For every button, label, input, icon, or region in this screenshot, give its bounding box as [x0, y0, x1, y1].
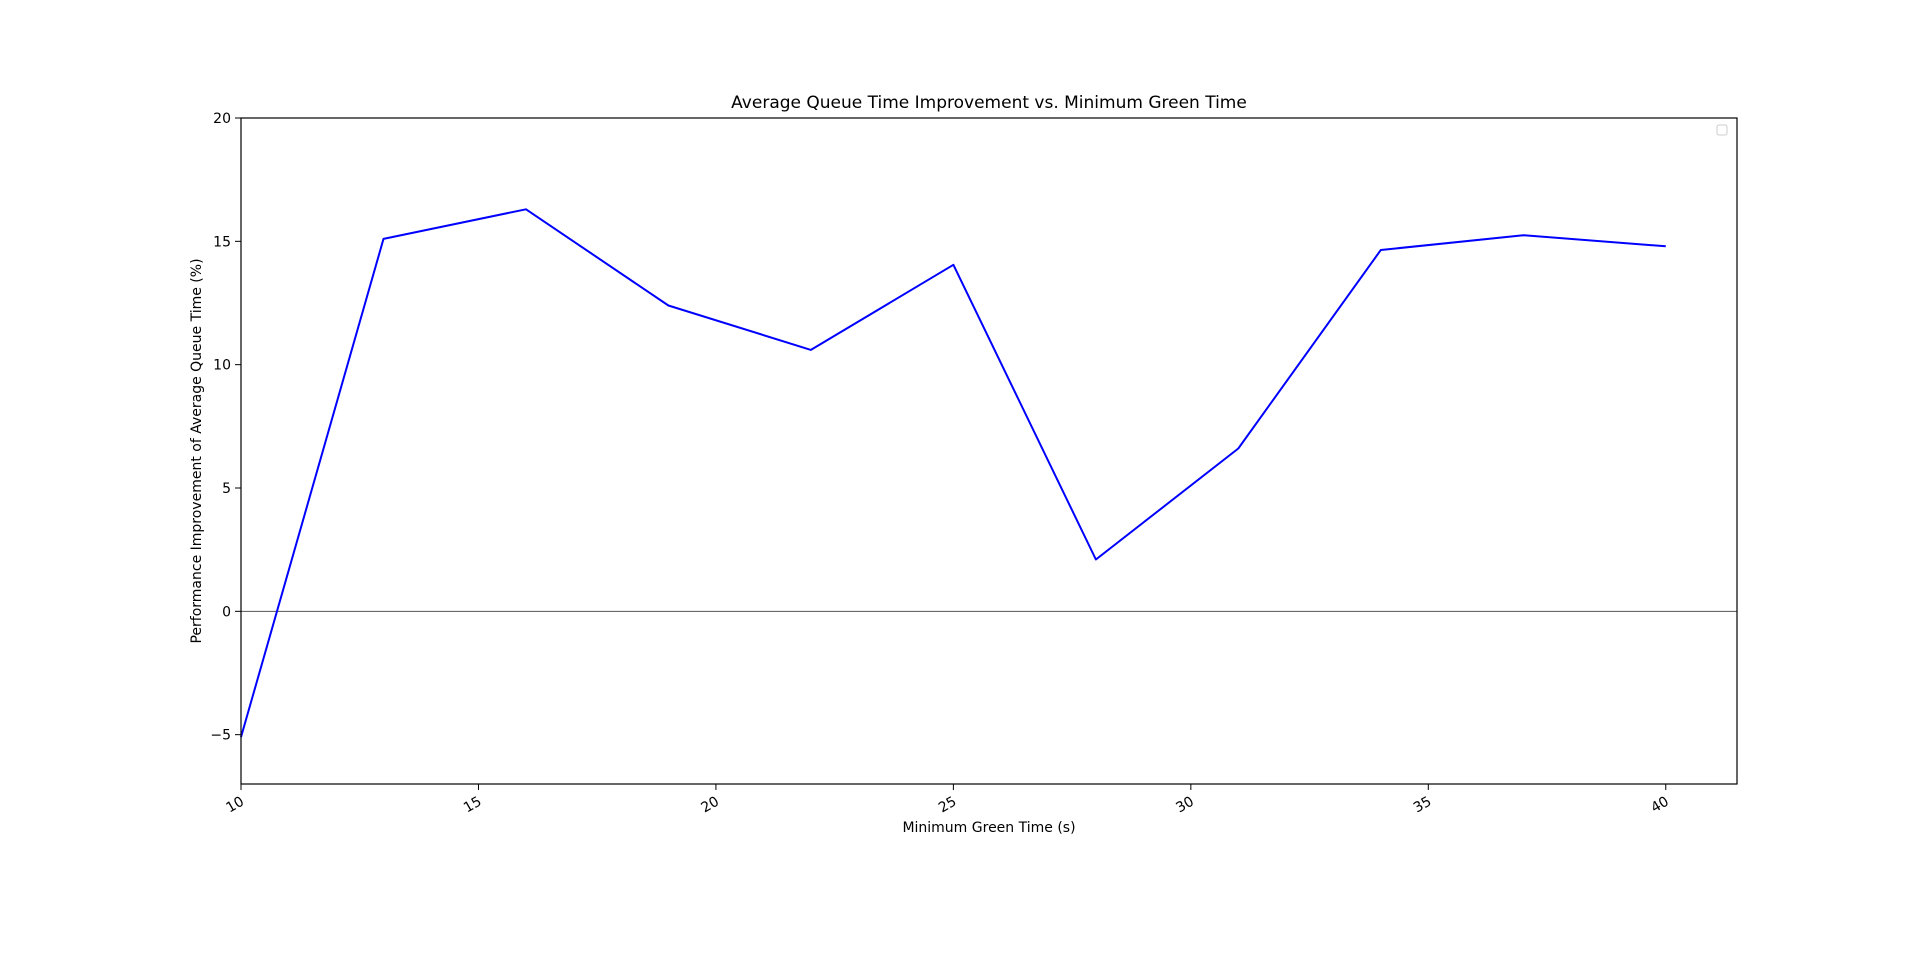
x-tick-label: 30	[1173, 794, 1196, 817]
plot-frame	[240, 117, 1738, 785]
y-tick-label: 10	[213, 358, 231, 374]
chart-title: Average Queue Time Improvement vs. Minim…	[731, 93, 1247, 113]
y-axis-label: Performance Improvement of Average Queue…	[189, 258, 205, 643]
x-tick-label: 10	[224, 794, 247, 817]
y-tick-label: 5	[222, 481, 231, 497]
y-tick-label: 15	[213, 234, 231, 250]
series-line	[240, 208, 1666, 738]
y-tick-label: 20	[213, 111, 231, 127]
x-tick-label: 35	[1411, 794, 1434, 817]
x-tick-label: 20	[698, 794, 721, 817]
legend-box	[1716, 124, 1728, 136]
x-tick-label: 15	[461, 794, 484, 817]
x-tick-label: 25	[936, 794, 959, 817]
x-tick-label: 40	[1648, 794, 1671, 817]
x-axis-label: Minimum Green Time (s)	[902, 820, 1075, 836]
y-tick-label: −5	[210, 728, 231, 744]
y-tick-label: 0	[222, 604, 231, 620]
